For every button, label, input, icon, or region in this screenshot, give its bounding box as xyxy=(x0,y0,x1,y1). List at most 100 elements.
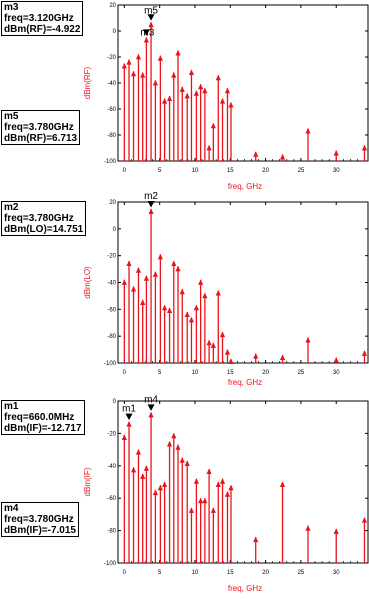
stem-arrow xyxy=(126,260,132,267)
y-tick-label: -60 xyxy=(107,307,116,313)
marker-label: m5 xyxy=(144,5,158,16)
x-tick-label: 0 xyxy=(123,168,127,174)
y-tick-label: 0 xyxy=(113,227,117,233)
stem-arrow xyxy=(333,150,339,156)
stem-arrow xyxy=(135,449,142,455)
stem-arrow xyxy=(143,465,149,471)
marker-id: m3 xyxy=(4,2,19,13)
stem-arrow xyxy=(166,441,173,447)
marker-label: m3 xyxy=(140,27,154,38)
y-tick-label: 0 xyxy=(113,29,117,35)
x-tick-label: 25 xyxy=(298,570,305,576)
marker-freq: freq=3.120GHz xyxy=(4,13,74,24)
stem-arrow xyxy=(140,473,146,479)
stem-arrow xyxy=(157,484,163,491)
stem-arrow xyxy=(121,434,127,441)
stem-arrow xyxy=(179,457,185,463)
stem-arrow xyxy=(198,279,204,285)
y-axis-label: dBm(RF) xyxy=(83,66,92,99)
x-tick-label: 0 xyxy=(123,570,127,576)
y-tick-label: -100 xyxy=(104,561,117,567)
stem-arrow xyxy=(171,432,177,439)
x-tick-label: 10 xyxy=(192,370,199,376)
stem-arrow xyxy=(305,337,311,343)
stem-arrow xyxy=(130,466,137,473)
y-axis-label: dBm(LO) xyxy=(83,266,92,299)
stem-arrow xyxy=(198,497,204,504)
stem-arrow xyxy=(175,444,181,450)
stem-arrow xyxy=(219,98,226,104)
x-tick-label: 5 xyxy=(158,570,162,576)
marker-id: m4 xyxy=(4,503,19,514)
x-tick-label: 20 xyxy=(262,570,269,576)
marker-value: dBm(RF)=6.713 xyxy=(4,133,78,144)
y-tick-label: -40 xyxy=(107,464,116,470)
stem-arrow xyxy=(121,63,127,69)
y-tick-label: -80 xyxy=(107,334,116,340)
marker-value: dBm(IF)=-12.717 xyxy=(4,423,82,434)
marker-id: m2 xyxy=(4,202,19,213)
marker-triangle xyxy=(147,404,155,411)
marker-freq: freq=3.780GHz xyxy=(4,213,74,224)
x-tick-label: 10 xyxy=(192,168,199,174)
y-axis-label: dBm(IF) xyxy=(83,467,92,496)
stem-arrow xyxy=(135,53,142,60)
stem-arrow xyxy=(162,481,168,487)
stem-arrow xyxy=(219,331,226,338)
stem-arrow xyxy=(143,37,149,43)
stem-arrow xyxy=(171,72,177,78)
stem-arrow xyxy=(333,528,339,534)
stem-arrow xyxy=(305,128,311,134)
marker-id: m5 xyxy=(4,111,19,122)
stem-arrow xyxy=(198,83,204,90)
stem-arrow xyxy=(279,354,286,360)
stem-arrow xyxy=(148,208,154,215)
x-tick-label: 10 xyxy=(192,570,199,576)
stem-arrow xyxy=(210,122,216,129)
stem-arrow xyxy=(253,536,259,543)
stem-arrow xyxy=(130,286,137,292)
stem-arrow xyxy=(279,154,286,160)
stem-arrow xyxy=(162,98,168,104)
x-tick-label: 15 xyxy=(227,570,234,576)
stem-arrow xyxy=(210,507,216,513)
stem-arrow xyxy=(219,478,226,484)
stem-arrow xyxy=(224,349,231,355)
y-tick-label: -20 xyxy=(107,431,116,437)
x-tick-label: 5 xyxy=(158,168,162,174)
x-tick-label: 15 xyxy=(227,370,234,376)
marker-readout-m2: m2 freq=3.780GHz dBm(LO)=14.751 xyxy=(1,201,87,236)
stem-arrow xyxy=(184,92,190,99)
marker-freq: freq=660.0MHz xyxy=(4,412,75,423)
stem-arrow xyxy=(202,292,208,299)
marker-freq: freq=3.780GHz xyxy=(4,122,74,133)
y-tick-label: -20 xyxy=(107,254,116,260)
stem-arrow xyxy=(202,497,208,504)
stem-arrow xyxy=(152,489,159,496)
marker-readout-m5: m5 freq=3.780GHz dBm(RF)=6.713 xyxy=(1,110,81,145)
marker-value: dBm(LO)=14.751 xyxy=(4,224,84,235)
stem-arrow xyxy=(361,517,368,523)
stem-arrow xyxy=(361,144,368,151)
y-tick-label: -40 xyxy=(107,281,116,287)
stem-arrow xyxy=(188,316,195,323)
stem-arrow xyxy=(215,481,221,487)
x-tick-label: 30 xyxy=(333,570,340,576)
stem-arrow xyxy=(166,95,173,101)
marker-readout-m4: m4 freq=3.780GHz dBm(IF)=-7.015 xyxy=(1,502,79,537)
stem-arrow xyxy=(166,307,173,313)
stem-arrow xyxy=(215,290,221,296)
stem-arrow xyxy=(126,421,132,427)
marker-readout-m3: m3 freq=3.120GHz dBm(RF)=-4.922 xyxy=(1,1,84,36)
y-tick-label: -80 xyxy=(107,529,116,535)
x-tick-label: 20 xyxy=(262,168,269,174)
x-tick-label: 25 xyxy=(298,370,305,376)
x-axis-label: freq, GHz xyxy=(228,182,262,191)
stem-arrow xyxy=(333,357,339,363)
marker-freq: freq=3.780GHz xyxy=(4,514,74,525)
y-tick-label: -100 xyxy=(104,159,117,165)
x-tick-label: 25 xyxy=(298,168,305,174)
stem-arrow xyxy=(152,79,159,86)
stem-arrow xyxy=(224,491,231,497)
marker-readout-m1: m1 freq=660.0MHz dBm(IF)=-12.717 xyxy=(1,400,85,435)
